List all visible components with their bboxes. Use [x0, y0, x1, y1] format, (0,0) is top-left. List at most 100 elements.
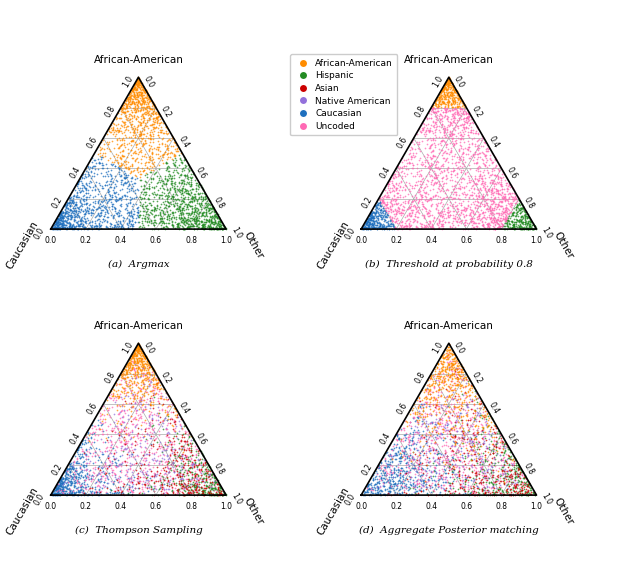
- Point: [486, 490, 497, 499]
- Point: [124, 399, 134, 408]
- Point: [124, 474, 134, 483]
- Point: [460, 486, 470, 495]
- Point: [136, 354, 146, 363]
- Point: [471, 222, 481, 231]
- Point: [136, 370, 147, 379]
- Point: [164, 478, 174, 487]
- Point: [504, 466, 515, 475]
- Point: [463, 143, 474, 152]
- Point: [385, 449, 396, 458]
- Point: [100, 204, 111, 213]
- Point: [373, 219, 383, 228]
- Point: [53, 222, 63, 231]
- Point: [396, 221, 406, 230]
- Point: [54, 484, 65, 493]
- Point: [133, 478, 143, 487]
- Point: [445, 198, 455, 207]
- Point: [144, 145, 154, 154]
- Point: [147, 144, 157, 153]
- Point: [126, 121, 136, 130]
- Point: [133, 97, 143, 106]
- Point: [198, 222, 208, 231]
- Point: [364, 220, 374, 229]
- Point: [208, 470, 218, 479]
- Point: [362, 481, 372, 490]
- Point: [498, 490, 508, 499]
- Point: [401, 482, 411, 491]
- Point: [69, 490, 79, 499]
- Point: [203, 487, 213, 496]
- Point: [70, 473, 81, 482]
- Point: [142, 436, 152, 445]
- Point: [440, 100, 450, 109]
- Point: [145, 141, 155, 150]
- Point: [180, 465, 191, 474]
- Point: [473, 453, 483, 462]
- Point: [444, 420, 454, 429]
- Point: [134, 342, 145, 351]
- Point: [186, 482, 196, 491]
- Point: [183, 221, 193, 230]
- Point: [149, 424, 159, 433]
- Point: [403, 210, 413, 219]
- Point: [389, 480, 399, 489]
- Point: [365, 210, 375, 219]
- Point: [214, 220, 224, 229]
- Point: [162, 473, 172, 482]
- Point: [88, 489, 99, 498]
- Point: [516, 484, 527, 493]
- Point: [470, 490, 480, 499]
- Point: [81, 459, 92, 468]
- Point: [161, 123, 172, 132]
- Point: [416, 422, 426, 431]
- Point: [51, 222, 61, 231]
- Point: [458, 105, 468, 114]
- Text: 1.0: 1.0: [531, 236, 543, 245]
- Point: [138, 129, 148, 138]
- Point: [389, 479, 399, 488]
- Point: [369, 223, 379, 232]
- Point: [131, 140, 141, 149]
- Point: [378, 209, 388, 218]
- Point: [447, 194, 458, 203]
- Point: [189, 193, 199, 202]
- Point: [61, 220, 72, 229]
- Point: [212, 478, 222, 487]
- Point: [130, 101, 140, 110]
- Point: [487, 415, 497, 424]
- Point: [146, 217, 156, 226]
- Point: [435, 211, 445, 220]
- Point: [454, 446, 465, 455]
- Point: [477, 458, 488, 467]
- Point: [447, 467, 457, 476]
- Point: [449, 441, 460, 451]
- Point: [191, 215, 202, 224]
- Point: [515, 217, 525, 226]
- Point: [417, 125, 428, 134]
- Point: [502, 471, 512, 480]
- Point: [461, 107, 471, 116]
- Point: [202, 216, 212, 225]
- Point: [193, 485, 204, 494]
- Point: [442, 81, 452, 90]
- Point: [418, 123, 428, 132]
- Point: [388, 465, 399, 474]
- Point: [426, 219, 436, 228]
- Point: [136, 421, 147, 430]
- Point: [401, 466, 412, 475]
- Point: [210, 224, 220, 233]
- Point: [499, 461, 509, 470]
- Point: [161, 128, 171, 137]
- Point: [116, 461, 126, 470]
- Point: [445, 119, 455, 128]
- Point: [470, 218, 480, 227]
- Point: [156, 213, 166, 222]
- Point: [159, 209, 170, 218]
- Point: [421, 480, 431, 489]
- Point: [96, 197, 106, 206]
- Point: [517, 224, 527, 233]
- Text: 0.6: 0.6: [504, 165, 518, 180]
- Point: [449, 404, 459, 413]
- Point: [52, 220, 62, 229]
- Point: [473, 439, 483, 448]
